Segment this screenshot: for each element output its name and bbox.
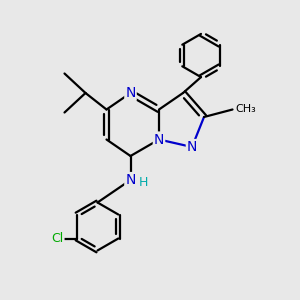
Text: N: N xyxy=(125,173,136,187)
Text: N: N xyxy=(125,86,136,100)
Text: H: H xyxy=(138,176,148,189)
Text: Cl: Cl xyxy=(52,232,64,245)
Text: N: N xyxy=(187,140,197,154)
Text: N: N xyxy=(154,133,164,146)
Text: CH₃: CH₃ xyxy=(235,104,256,115)
